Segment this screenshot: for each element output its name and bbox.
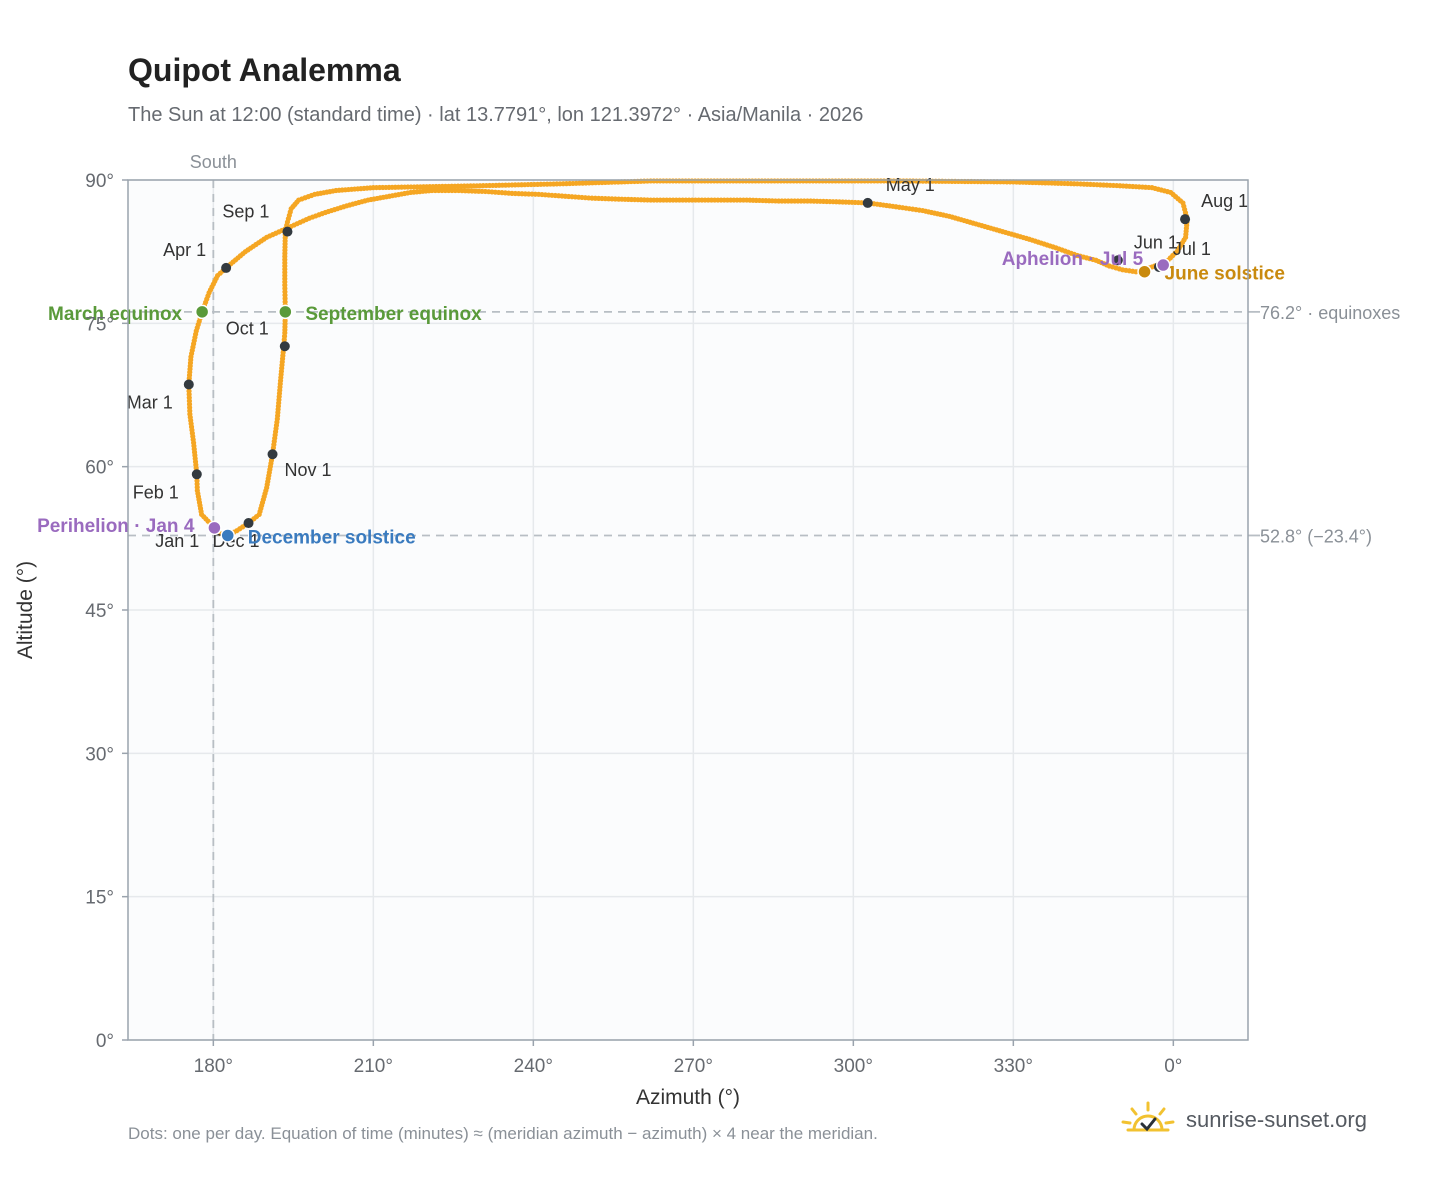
- month-marker: [1180, 214, 1191, 225]
- reference-label: 76.2° · equinoxes: [1260, 303, 1400, 323]
- event-marker: [207, 520, 222, 536]
- y-tick-label: 15°: [85, 888, 114, 909]
- event-label: September equinox: [305, 304, 482, 325]
- event-label: Perihelion · Jan 4: [37, 516, 195, 537]
- x-tick-label: 210°: [354, 1056, 393, 1077]
- y-axis-title: Altitude (°): [14, 561, 37, 659]
- month-label: May 1: [886, 175, 935, 195]
- month-label: Oct 1: [226, 318, 269, 338]
- reference-label: 52.8° (−23.4°): [1260, 526, 1372, 546]
- month-label: Feb 1: [133, 482, 179, 502]
- x-tick-label: 330°: [994, 1056, 1033, 1077]
- month-label: Jun 1: [1134, 232, 1178, 252]
- x-tick-label: 270°: [674, 1056, 713, 1077]
- month-marker: [221, 262, 232, 273]
- grid: [128, 179, 1248, 1041]
- event-marker: [1137, 264, 1152, 279]
- month-marker: [183, 379, 194, 390]
- brand-logo[interactable]: sunrise-sunset.org: [1120, 1100, 1367, 1140]
- month-marker: [279, 341, 290, 352]
- analemma-curve: [186, 178, 1190, 539]
- event-marker: [1155, 257, 1171, 273]
- chart-subtitle: The Sun at 12:00 (standard time) · lat 1…: [128, 104, 864, 126]
- x-tick-label: 0°: [1164, 1056, 1182, 1077]
- month-label: Sep 1: [222, 202, 269, 222]
- month-marker: [1112, 255, 1123, 266]
- month-marker: [282, 226, 293, 237]
- month-marker: [243, 518, 254, 529]
- month-label: Apr 1: [163, 240, 206, 260]
- chart-title: Quipot Analemma: [128, 52, 401, 88]
- meridian-label: South: [190, 152, 237, 172]
- x-tick-label: 240°: [514, 1056, 553, 1077]
- y-tick-label: 90°: [85, 171, 114, 192]
- y-tick-label: 30°: [85, 744, 114, 765]
- month-label: Jan 1: [155, 531, 199, 551]
- y-tick-label: 45°: [85, 601, 114, 622]
- reference-lines: South 76.2° · equinoxes 52.8° (−23.4°): [128, 152, 1400, 1040]
- sun-check-icon: [1121, 1101, 1175, 1132]
- month-label: Jul 1: [1173, 239, 1211, 259]
- axis-ticks: 180° 210° 240° 270° 300° 330° 0° 0° 15° 30° 45° 60°…: [85, 171, 1182, 1077]
- month-marker: [862, 197, 873, 208]
- x-tick-label: 300°: [834, 1056, 873, 1077]
- y-tick-label: 60°: [85, 458, 114, 479]
- event-label: June solstice: [1165, 264, 1285, 285]
- y-tick-label: 0°: [96, 1031, 114, 1052]
- x-axis-title: Azimuth (°): [636, 1086, 740, 1109]
- y-tick-label: 75°: [85, 314, 114, 335]
- x-tick-label: 180°: [194, 1056, 233, 1077]
- footnote: Dots: one per day. Equation of time (min…: [128, 1124, 878, 1143]
- month-label: Nov 1: [285, 460, 332, 480]
- event-marker: [194, 304, 210, 320]
- month-label: Mar 1: [127, 392, 173, 412]
- event-label: Aphelion · Jul 5: [1002, 249, 1144, 270]
- event-markers: March equinox September equinox December s…: [37, 249, 1285, 548]
- brand-name[interactable]: sunrise-sunset.org: [1186, 1107, 1367, 1132]
- event-marker: [220, 528, 235, 543]
- event-marker: [278, 304, 293, 320]
- event-label: December solstice: [248, 527, 416, 548]
- month-marker: [267, 449, 278, 460]
- event-label: March equinox: [48, 304, 183, 325]
- month-label: Aug 1: [1201, 191, 1248, 211]
- month-marker: [191, 469, 202, 480]
